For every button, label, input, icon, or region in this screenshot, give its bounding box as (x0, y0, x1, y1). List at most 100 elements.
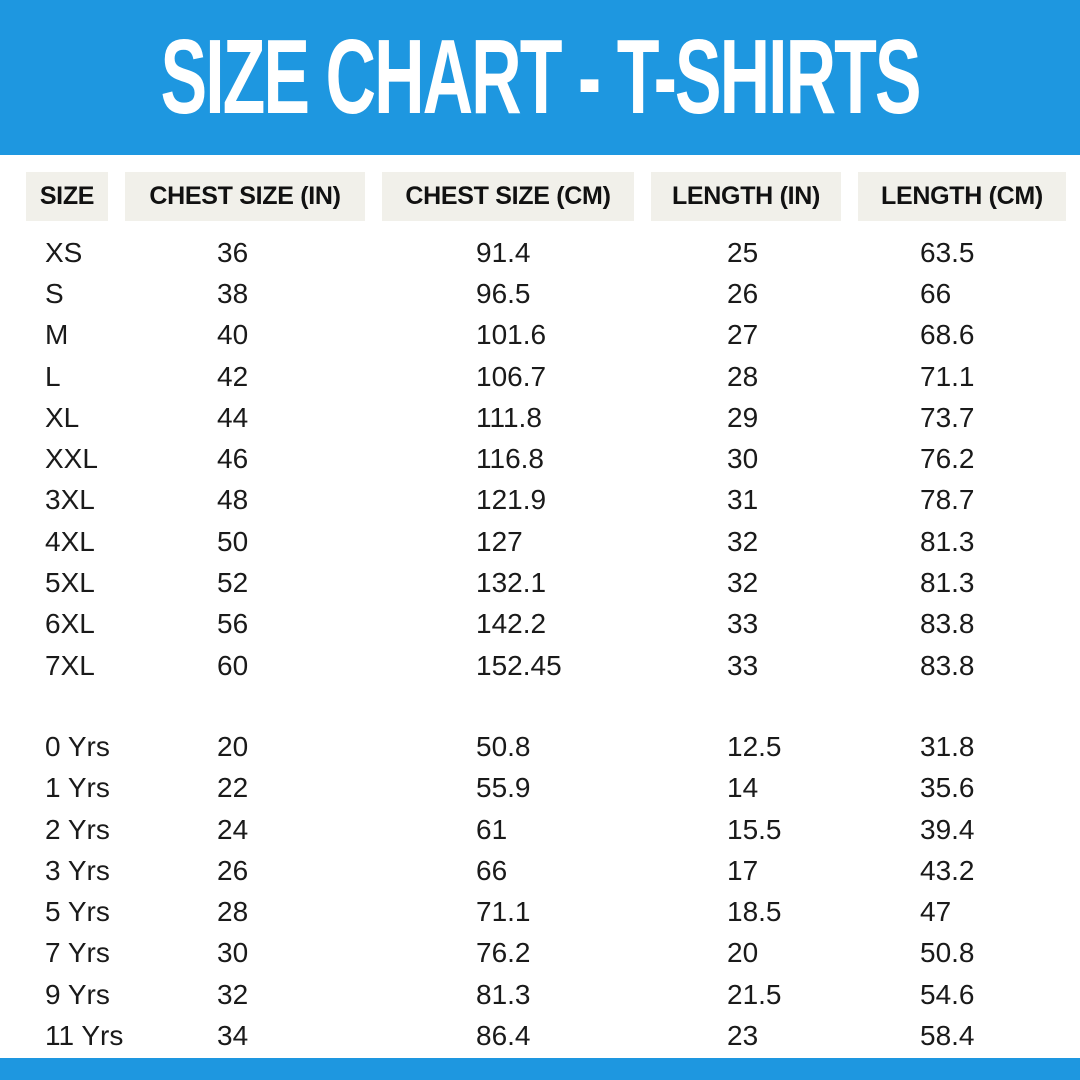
table-cell: 60 (217, 649, 249, 681)
table-cell: 27 (727, 319, 759, 351)
table-cell: 61 (476, 813, 508, 845)
table-cell: 2 Yrs (45, 813, 110, 845)
table-cell: 58.4 (920, 1019, 975, 1051)
table-cell: 121.9 (476, 484, 547, 516)
table-cell: 73.7 (920, 401, 975, 433)
table-cell: 68.6 (920, 319, 975, 351)
table-row: 5XL 52 132.1 32 81.3 (26, 562, 1080, 603)
table-cell: L (45, 360, 61, 392)
bottom-accent-bar (0, 1058, 1080, 1080)
column-header-length-in: LENGTH (IN) (651, 172, 841, 221)
table-cell: 66 (476, 854, 508, 886)
size-table: SIZE CHEST SIZE (IN) CHEST SIZE (CM) LEN… (26, 172, 1080, 1057)
table-row: 7XL 60 152.45 33 83.8 (26, 645, 1080, 686)
table-row: S 38 96.5 26 66 (26, 273, 1080, 314)
table-cell: 50.8 (476, 730, 531, 762)
table-cell: 28 (727, 360, 759, 392)
table-cell: 56 (217, 608, 249, 640)
table-cell: 0 Yrs (45, 730, 110, 762)
table-cell: 81.3 (920, 567, 975, 599)
table-cell: 54.6 (920, 978, 975, 1010)
table-cell: 31.8 (920, 730, 975, 762)
table-cell: 63.5 (920, 236, 975, 268)
table-header-row: SIZE CHEST SIZE (IN) CHEST SIZE (CM) LEN… (26, 172, 1080, 221)
table-cell: 71.1 (920, 360, 975, 392)
table-cell: 3 Yrs (45, 854, 110, 886)
table-cell: 34 (217, 1019, 249, 1051)
table-cell: 44 (217, 401, 249, 433)
column-header-chest-in: CHEST SIZE (IN) (125, 172, 365, 221)
table-cell: 20 (727, 937, 759, 969)
table-cell: 3XL (45, 484, 95, 516)
table-row: 7 Yrs 30 76.2 20 50.8 (26, 933, 1080, 974)
table-cell: 39.4 (920, 813, 975, 845)
table-cell: 32 (217, 978, 249, 1010)
table-cell: 91.4 (476, 236, 531, 268)
table-cell: XS (45, 236, 83, 268)
table-cell: 78.7 (920, 484, 975, 516)
table-cell: 9 Yrs (45, 978, 110, 1010)
table-cell: M (45, 319, 69, 351)
table-cell: 22 (217, 772, 249, 804)
column-header-length-cm: LENGTH (CM) (858, 172, 1066, 221)
table-cell: 111.8 (476, 401, 542, 433)
table-cell: 28 (217, 896, 249, 928)
table-cell: 127 (476, 525, 523, 557)
table-cell: 43.2 (920, 854, 975, 886)
table-cell: 42 (217, 360, 249, 392)
table-row: M 40 101.6 27 68.6 (26, 315, 1080, 356)
table-cell: 24 (217, 813, 249, 845)
table-row: 0 Yrs 20 50.8 12.5 31.8 (26, 726, 1080, 767)
table-row: XS 36 91.4 25 63.5 (26, 232, 1080, 273)
table-cell: 7XL (45, 649, 95, 681)
table-cell: XXL (45, 443, 98, 475)
table-row: 2 Yrs 24 61 15.5 39.4 (26, 809, 1080, 850)
table-cell: 21.5 (727, 978, 782, 1010)
table-cell: 106.7 (476, 360, 547, 392)
table-cell: 1 Yrs (45, 772, 110, 804)
table-cell: 101.6 (476, 319, 547, 351)
table-cell: 33 (727, 649, 759, 681)
table-cell: 86.4 (476, 1019, 531, 1051)
table-cell: 116.8 (476, 443, 544, 475)
table-cell: 17 (727, 854, 759, 886)
table-cell: 76.2 (476, 937, 531, 969)
table-cell: 12.5 (727, 730, 782, 762)
table-cell: 14 (727, 772, 759, 804)
table-cell: 71.1 (476, 896, 531, 928)
table-cell: 32 (727, 567, 759, 599)
table-cell: 152.45 (476, 649, 562, 681)
column-header-size: SIZE (26, 172, 108, 221)
table-cell: 30 (727, 443, 759, 475)
table-cell: 18.5 (727, 896, 782, 928)
table-cell: 30 (217, 937, 249, 969)
table-row: 4XL 50 127 32 81.3 (26, 521, 1080, 562)
table-cell: 26 (217, 854, 249, 886)
table-cell: 11 Yrs (45, 1019, 124, 1051)
table-cell: 52 (217, 567, 249, 599)
table-cell: S (45, 277, 64, 309)
table-cell: 48 (217, 484, 249, 516)
table-cell: 15.5 (727, 813, 782, 845)
table-cell: 66 (920, 277, 952, 309)
table-cell: 38 (217, 277, 249, 309)
table-row: 6XL 56 142.2 33 83.8 (26, 604, 1080, 645)
table-cell: 31 (727, 484, 759, 516)
table-cell: 7 Yrs (45, 937, 110, 969)
table-cell: 55.9 (476, 772, 531, 804)
table-cell: 26 (727, 277, 759, 309)
table-cell: 83.8 (920, 649, 975, 681)
table-cell: 81.3 (476, 978, 531, 1010)
table-row: 1 Yrs 22 55.9 14 35.6 (26, 768, 1080, 809)
table-cell: 50 (217, 525, 249, 557)
table-cell: 23 (727, 1019, 759, 1051)
table-row: XL 44 111.8 29 73.7 (26, 397, 1080, 438)
table-row: 9 Yrs 32 81.3 21.5 54.6 (26, 974, 1080, 1015)
table-row: 5 Yrs 28 71.1 18.5 47 (26, 891, 1080, 932)
page-title: SIZE CHART - T-SHIRTS (160, 18, 921, 136)
table-cell: 76.2 (920, 443, 975, 475)
table-cell: 4XL (45, 525, 95, 557)
table-cell: 83.8 (920, 608, 975, 640)
table-cell: 81.3 (920, 525, 975, 557)
table-cell: 142.2 (476, 608, 547, 640)
